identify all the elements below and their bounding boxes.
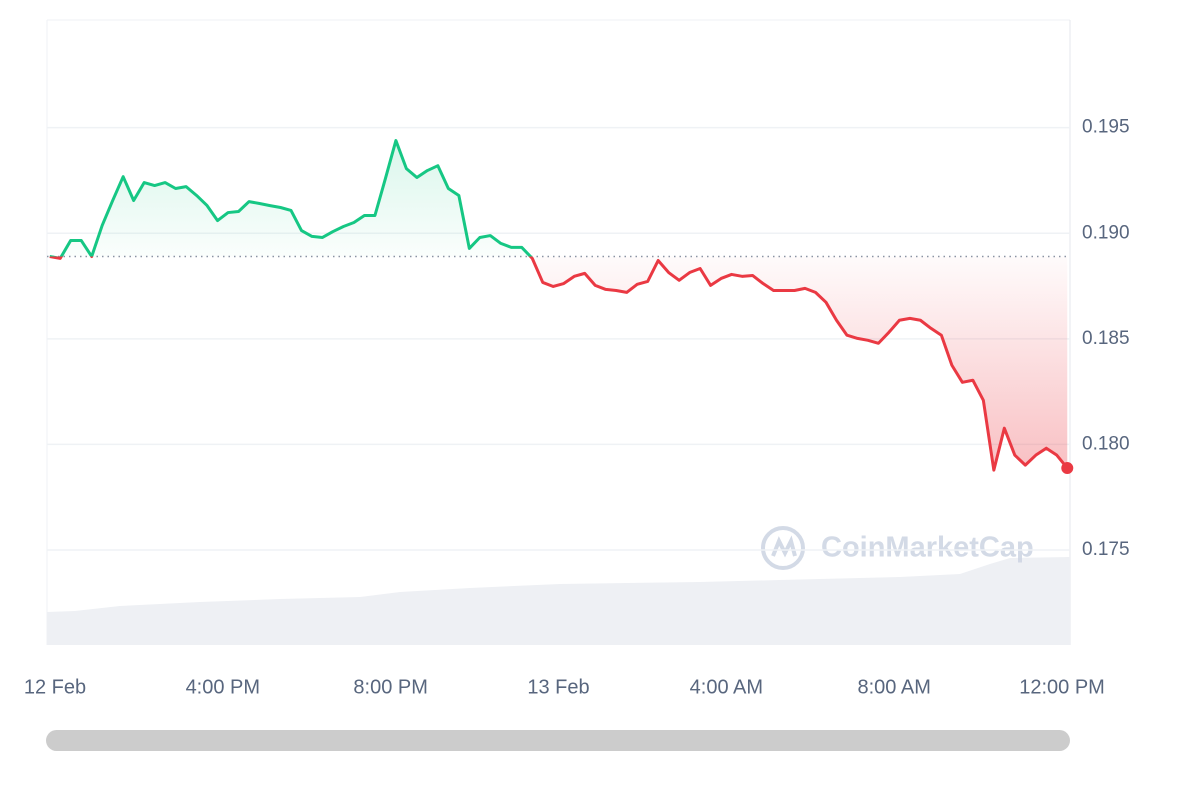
y-tick-label: 0.175 bbox=[1082, 539, 1130, 560]
y-tick-label: 0.190 bbox=[1082, 222, 1130, 243]
watermark-logo bbox=[771, 535, 797, 558]
price-line bbox=[49, 139, 1069, 472]
scrollbar[interactable] bbox=[46, 730, 1070, 751]
x-tick-label: 4:00 AM bbox=[690, 676, 763, 698]
watermark-text: CoinMarketCap bbox=[821, 532, 1034, 564]
x-tick-label: 4:00 PM bbox=[186, 676, 260, 698]
watermark-logo bbox=[761, 526, 805, 570]
y-tick-label: 0.185 bbox=[1082, 328, 1130, 349]
watermark: CoinMarketCap bbox=[761, 526, 1034, 570]
x-tick-label: 12 Feb bbox=[24, 676, 86, 698]
y-tick-label: 0.195 bbox=[1082, 117, 1130, 138]
price-area bbox=[49, 140, 1068, 471]
x-tick-label: 12:00 PM bbox=[1019, 676, 1105, 698]
y-tick-label: 0.180 bbox=[1082, 433, 1130, 454]
x-tick-label: 13 Feb bbox=[527, 676, 589, 698]
x-tick-label: 8:00 PM bbox=[353, 676, 427, 698]
last-point bbox=[1061, 462, 1074, 475]
x-tick-label: 8:00 AM bbox=[857, 676, 930, 698]
volume-area bbox=[47, 557, 1070, 645]
